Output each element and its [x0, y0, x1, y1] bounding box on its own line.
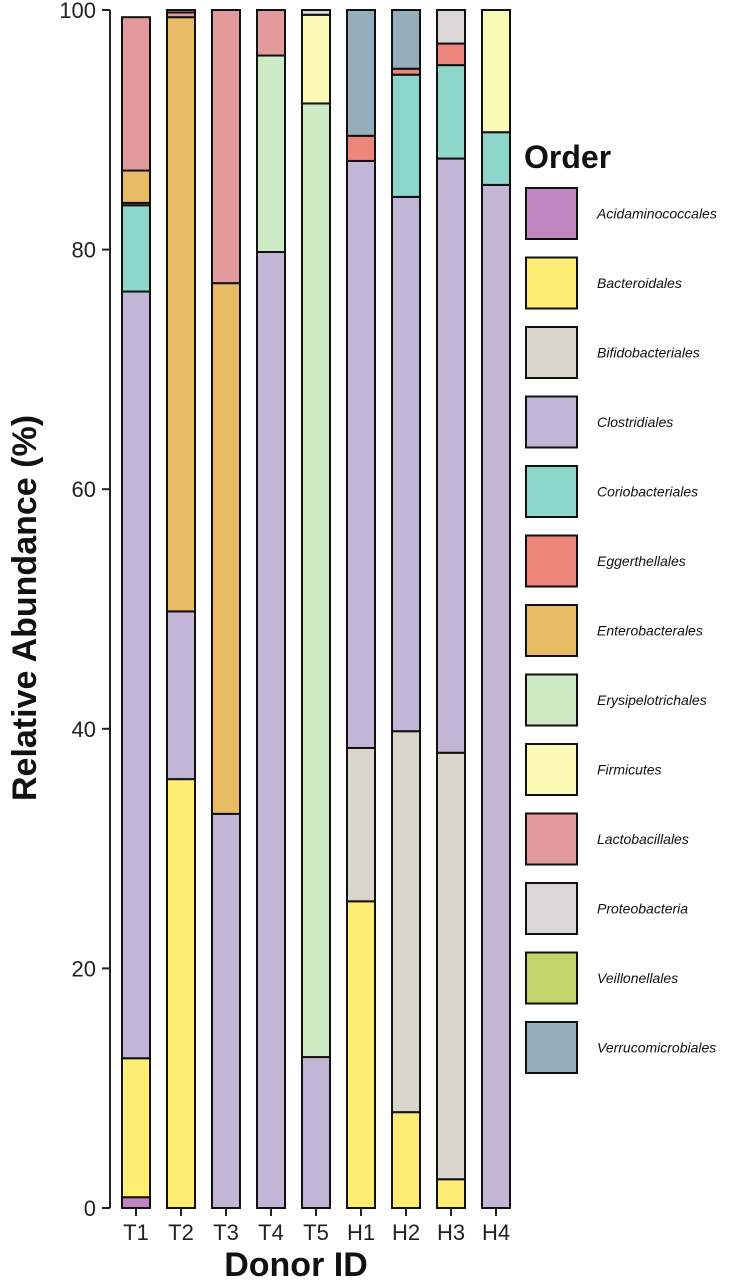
x-tick-label-t2: T2 [168, 1220, 194, 1245]
legend-swatch-lactobacillales [525, 812, 578, 866]
bar-segment-t2-bacteroidales [166, 778, 196, 1210]
legend-swatch-bifidobacteriales [525, 326, 578, 379]
x-tick-label-h4: H4 [482, 1220, 510, 1245]
bar-segment-h4-clostridiales [481, 183, 511, 1209]
bar-segment-h1-eggerthellales [346, 134, 376, 162]
bar-segment-t5-firmicutes [301, 13, 331, 105]
x-tick-label-t4: T4 [258, 1220, 284, 1245]
bar-segment-h1-bifidobacteriales [346, 746, 376, 903]
legend-label-lactobacillales: Lactobacillales [597, 831, 689, 847]
bar-segment-t3-clostridiales [211, 812, 241, 1209]
y-axis: 0 20 40 60 80 100 [59, 0, 111, 1221]
bar-segment-t5-erysipelotrichales [301, 102, 331, 1059]
bars [121, 9, 511, 1210]
y-tick-label: 0 [84, 1196, 96, 1221]
x-tick-label-t1: T1 [123, 1220, 149, 1245]
bar-segment-t3-enterobacterales [211, 282, 241, 815]
legend-swatch-veillonellales [525, 951, 578, 1005]
legend-label-erysipelotrichales: Erysipelotrichales [597, 692, 707, 708]
legend-label-veillonellales: Veillonellales [597, 970, 678, 986]
x-axis-title: Donor ID [224, 1246, 368, 1280]
legend-label-coriobacteriales: Coriobacteriales [597, 484, 698, 500]
legend-swatch-coriobacteriales [525, 465, 578, 518]
legend-label-eggerthellales: Eggerthellales [597, 553, 686, 569]
legend-swatch-firmicutes [525, 743, 578, 796]
legend-label-enterobacterales: Enterobacterales [597, 623, 703, 639]
legend-swatch-verrucomicrobiales [525, 1021, 578, 1074]
bar-segment-h3-eggerthellales [436, 42, 466, 67]
bar-segment-h2-verrucomicrobiales [391, 9, 421, 70]
legend-swatch-erysipelotrichales [525, 673, 578, 727]
bar-segment-h1-verrucomicrobiales [346, 9, 376, 137]
bar-segment-h1-bacteroidales [346, 900, 376, 1209]
bar-segment-h2-clostridiales [391, 195, 421, 733]
legend-swatch-eggerthellales [525, 534, 578, 588]
legend-swatch-enterobacterales [525, 604, 578, 657]
bar-segment-h2-bifidobacteriales [391, 730, 421, 1114]
x-axis: T1 T2 T3 T4 T5 H1 H2 H3 H4 [123, 1208, 510, 1245]
bar-segment-h3-bacteroidales [436, 1178, 466, 1210]
bar-segment-h4-firmicutes [481, 9, 511, 134]
legend-label-bacteroidales: Bacteroidales [597, 275, 682, 291]
bar-segment-h3-clostridiales [436, 157, 466, 754]
y-tick-label: 100 [59, 0, 96, 23]
x-tick-label-h2: H2 [392, 1220, 420, 1245]
legend-label-firmicutes: Firmicutes [597, 762, 662, 778]
bar-segment-t1-coriobacteriales [121, 204, 151, 293]
bar-segment-t1-enterobacterales [121, 169, 151, 204]
legend-label-acidaminococcales: Acidaminococcales [596, 206, 717, 222]
x-tick-label-t3: T3 [213, 1220, 239, 1245]
bar-segment-t4-lactobacillales [256, 9, 286, 57]
bar-segment-t3-lactobacillales [211, 9, 241, 285]
y-axis-title: Relative Abundance (%) [6, 415, 44, 801]
bar-segment-h3-proteobacteria [436, 9, 466, 45]
bar-segment-h2-bacteroidales [391, 1111, 421, 1210]
bar-segment-h4-coriobacteriales [481, 131, 511, 186]
bar-segment-h1-clostridiales [346, 159, 376, 749]
bar-segment-t2-clostridiales [166, 610, 196, 781]
bar-segment-h2-coriobacteriales [391, 73, 421, 198]
y-tick-label: 80 [72, 238, 96, 263]
x-tick-label-h1: H1 [347, 1220, 375, 1245]
legend-label-verrucomicrobiales: Verrucomicrobiales [597, 1040, 716, 1056]
y-tick-label: 60 [72, 477, 96, 502]
legend: Order Acidaminococcales Bacteroidales Bifi… [524, 139, 717, 1074]
bar-segment-t5-clostridiales [301, 1056, 331, 1209]
bar-segment-t1-clostridiales [121, 290, 151, 1060]
legend-label-proteobacteria: Proteobacteria [597, 901, 688, 917]
bar-segment-t5-proteobacteria [301, 9, 331, 16]
legend-swatch-bacteroidales [525, 256, 578, 310]
bar-segment-t1-lactobacillales [121, 16, 151, 172]
bar-segment-t1-acidaminococcales [121, 1196, 151, 1210]
bar-segment-h3-bifidobacteriales [436, 751, 466, 1181]
bar-segment-t4-clostridiales [256, 250, 286, 1210]
legend-swatch-proteobacteria [525, 882, 578, 935]
y-tick-label: 40 [72, 717, 96, 742]
bar-segment-t1-bacteroidales [121, 1057, 151, 1199]
bar-segment-t4-erysipelotrichales [256, 54, 286, 253]
legend-label-clostridiales: Clostridiales [597, 414, 673, 430]
y-tick-label: 20 [72, 956, 96, 981]
bar-segment-h3-coriobacteriales [436, 64, 466, 160]
legend-items: Acidaminococcales Bacteroidales Bifidobact… [525, 187, 717, 1074]
x-tick-label-h3: H3 [437, 1220, 465, 1245]
bar-segment-t2-enterobacterales [166, 16, 196, 613]
x-tick-label-t5: T5 [303, 1220, 329, 1245]
legend-label-bifidobacteriales: Bifidobacteriales [597, 345, 700, 361]
legend-swatch-acidaminococcales [525, 187, 578, 240]
bar-segment-t2-proteobacteria [166, 9, 196, 14]
legend-title: Order [524, 139, 611, 175]
legend-swatch-clostridiales [525, 395, 578, 449]
